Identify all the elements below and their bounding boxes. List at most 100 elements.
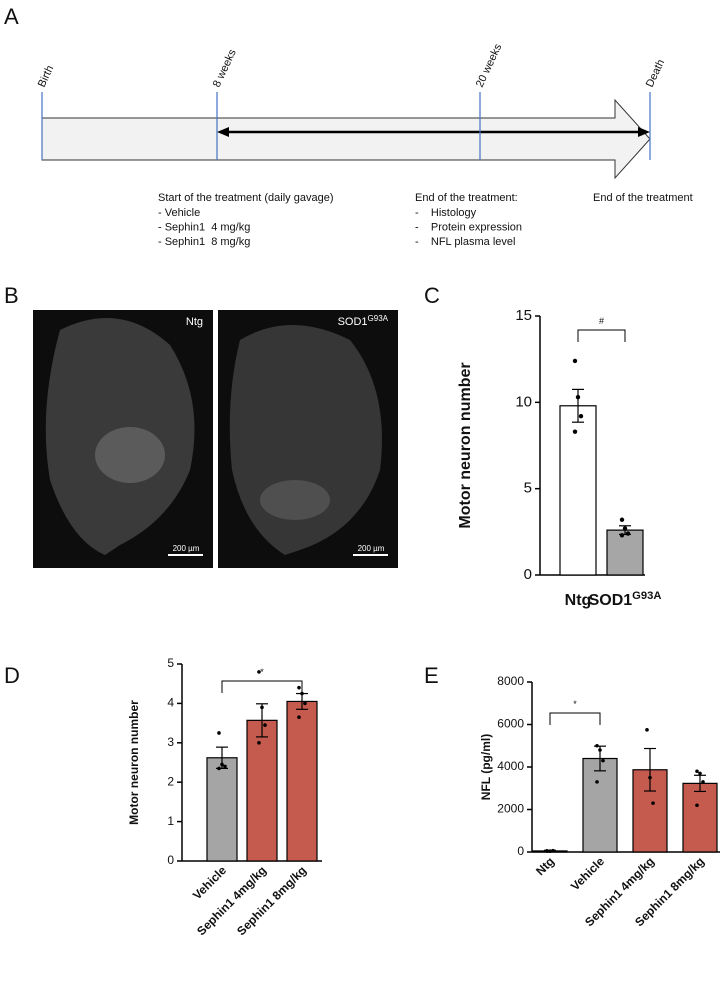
data-point: [622, 526, 628, 531]
x-tick-label: Vehicle: [568, 854, 607, 893]
note-item: - Vehicle: [158, 207, 200, 219]
significance-bracket: [549, 712, 601, 725]
y-axis-label: Motor neuron number: [127, 700, 141, 825]
data-point: [695, 769, 699, 774]
note-item: - Sephin1 8 mg/kg: [158, 236, 250, 248]
y-tick-label: 1: [167, 814, 174, 828]
image-label: SOD1G93A: [338, 314, 389, 328]
milestone-label: 20 weeks: [474, 42, 505, 90]
bar: [286, 700, 318, 862]
panel-label: D: [4, 663, 20, 688]
y-tick-label: 5: [167, 656, 174, 670]
significance-bracket: [221, 680, 303, 693]
data-point: [303, 701, 307, 706]
panel-label: B: [4, 283, 19, 308]
data-point: [257, 741, 261, 745]
note-item: - NFL plasma level: [415, 236, 515, 248]
note-title: End of the treatment:: [415, 192, 518, 204]
data-point: [217, 731, 221, 735]
y-tick-label: 3: [167, 735, 174, 749]
x-tick-text: Vehicle: [568, 854, 607, 893]
image-label-sup: G93A: [368, 314, 389, 323]
bar: [582, 757, 618, 853]
panel-label: A: [4, 4, 19, 29]
x-tick-label: SOD1G93A: [589, 590, 662, 609]
x-tick-text: Ntg: [533, 854, 557, 878]
data-point: [260, 705, 264, 710]
data-point: [601, 758, 605, 763]
x-tick-label: Sephin1 4mg/kg: [194, 863, 269, 938]
y-tick-label: 4: [167, 696, 174, 710]
y-tick-label: 8000: [497, 674, 524, 688]
x-tick-label: Ntg: [533, 854, 557, 878]
y-axis-label: NFL (pg/ml): [479, 734, 493, 800]
data-point: [300, 691, 304, 696]
significance-label: *: [573, 699, 577, 709]
significance-label: *: [260, 667, 264, 677]
x-tick-text: Sephin1 8mg/kg: [234, 863, 309, 938]
bar: [559, 405, 597, 576]
panel-label: E: [424, 663, 439, 688]
image-label: Ntg: [186, 316, 203, 328]
y-tick-label: 0: [517, 844, 524, 858]
panel-label: C: [424, 283, 440, 308]
data-point: [598, 748, 602, 752]
data-point: [695, 803, 699, 808]
x-tick-label: Ntg: [565, 592, 592, 609]
image-label-text: Ntg: [186, 316, 203, 328]
note-title: End of the treatment: [593, 192, 693, 204]
milestone-label: 8 weeks: [211, 47, 239, 89]
data-point: [651, 801, 655, 805]
data-point: [551, 848, 555, 853]
data-point: [645, 728, 649, 732]
y-tick-label: 0: [524, 566, 532, 583]
data-point: [648, 775, 652, 780]
y-axis-label: Motor neuron number: [457, 362, 474, 528]
micrographs: [33, 310, 398, 568]
y-tick-label: 4000: [497, 759, 524, 773]
data-point: [572, 358, 578, 364]
bar: [206, 757, 238, 862]
note-item: - Sephin1 4 mg/kg: [158, 222, 250, 234]
y-tick-label: 6000: [497, 717, 524, 731]
note-title: Start of the treatment (daily gavage): [158, 192, 333, 204]
data-point: [223, 764, 227, 769]
data-point: [297, 685, 301, 690]
scale-bar-label: 200 µm: [173, 544, 200, 553]
x-tick-sup: G93A: [632, 590, 661, 602]
x-tick-text: Vehicle: [190, 863, 229, 902]
y-tick-label: 0: [167, 853, 174, 867]
tissue: [95, 427, 165, 483]
data-point: [698, 771, 702, 776]
milestone-label: Birth: [36, 64, 56, 90]
y-tick-label: 10: [515, 393, 532, 410]
significance-bracket: [577, 329, 626, 342]
arrow-head: [217, 127, 229, 137]
x-tick-text: Sephin1 4mg/kg: [194, 863, 269, 938]
data-point: [220, 762, 224, 767]
data-point: [297, 715, 301, 719]
note-item: - Histology: [415, 207, 477, 219]
y-tick-label: 5: [524, 480, 532, 497]
data-point: [701, 780, 705, 784]
data-point: [263, 723, 267, 727]
data-point: [572, 429, 578, 434]
note-item: - Protein expression: [415, 222, 522, 234]
data-point: [578, 413, 584, 419]
data-point: [575, 394, 581, 400]
x-tick-text: Ntg: [565, 592, 592, 609]
significance-label: #: [599, 316, 604, 326]
bar: [246, 719, 278, 862]
x-tick-text: SOD1: [589, 592, 633, 609]
data-point: [595, 743, 599, 748]
x-tick-label: Sephin1 8mg/kg: [234, 863, 309, 938]
y-tick-label: 2: [167, 774, 174, 788]
timeline-arrow: [41, 98, 651, 180]
data-point: [545, 849, 549, 853]
tissue: [260, 480, 330, 520]
bar: [606, 529, 644, 576]
x-tick-label: Vehicle: [190, 863, 229, 902]
data-point: [257, 670, 261, 674]
arrow-head: [638, 127, 650, 137]
